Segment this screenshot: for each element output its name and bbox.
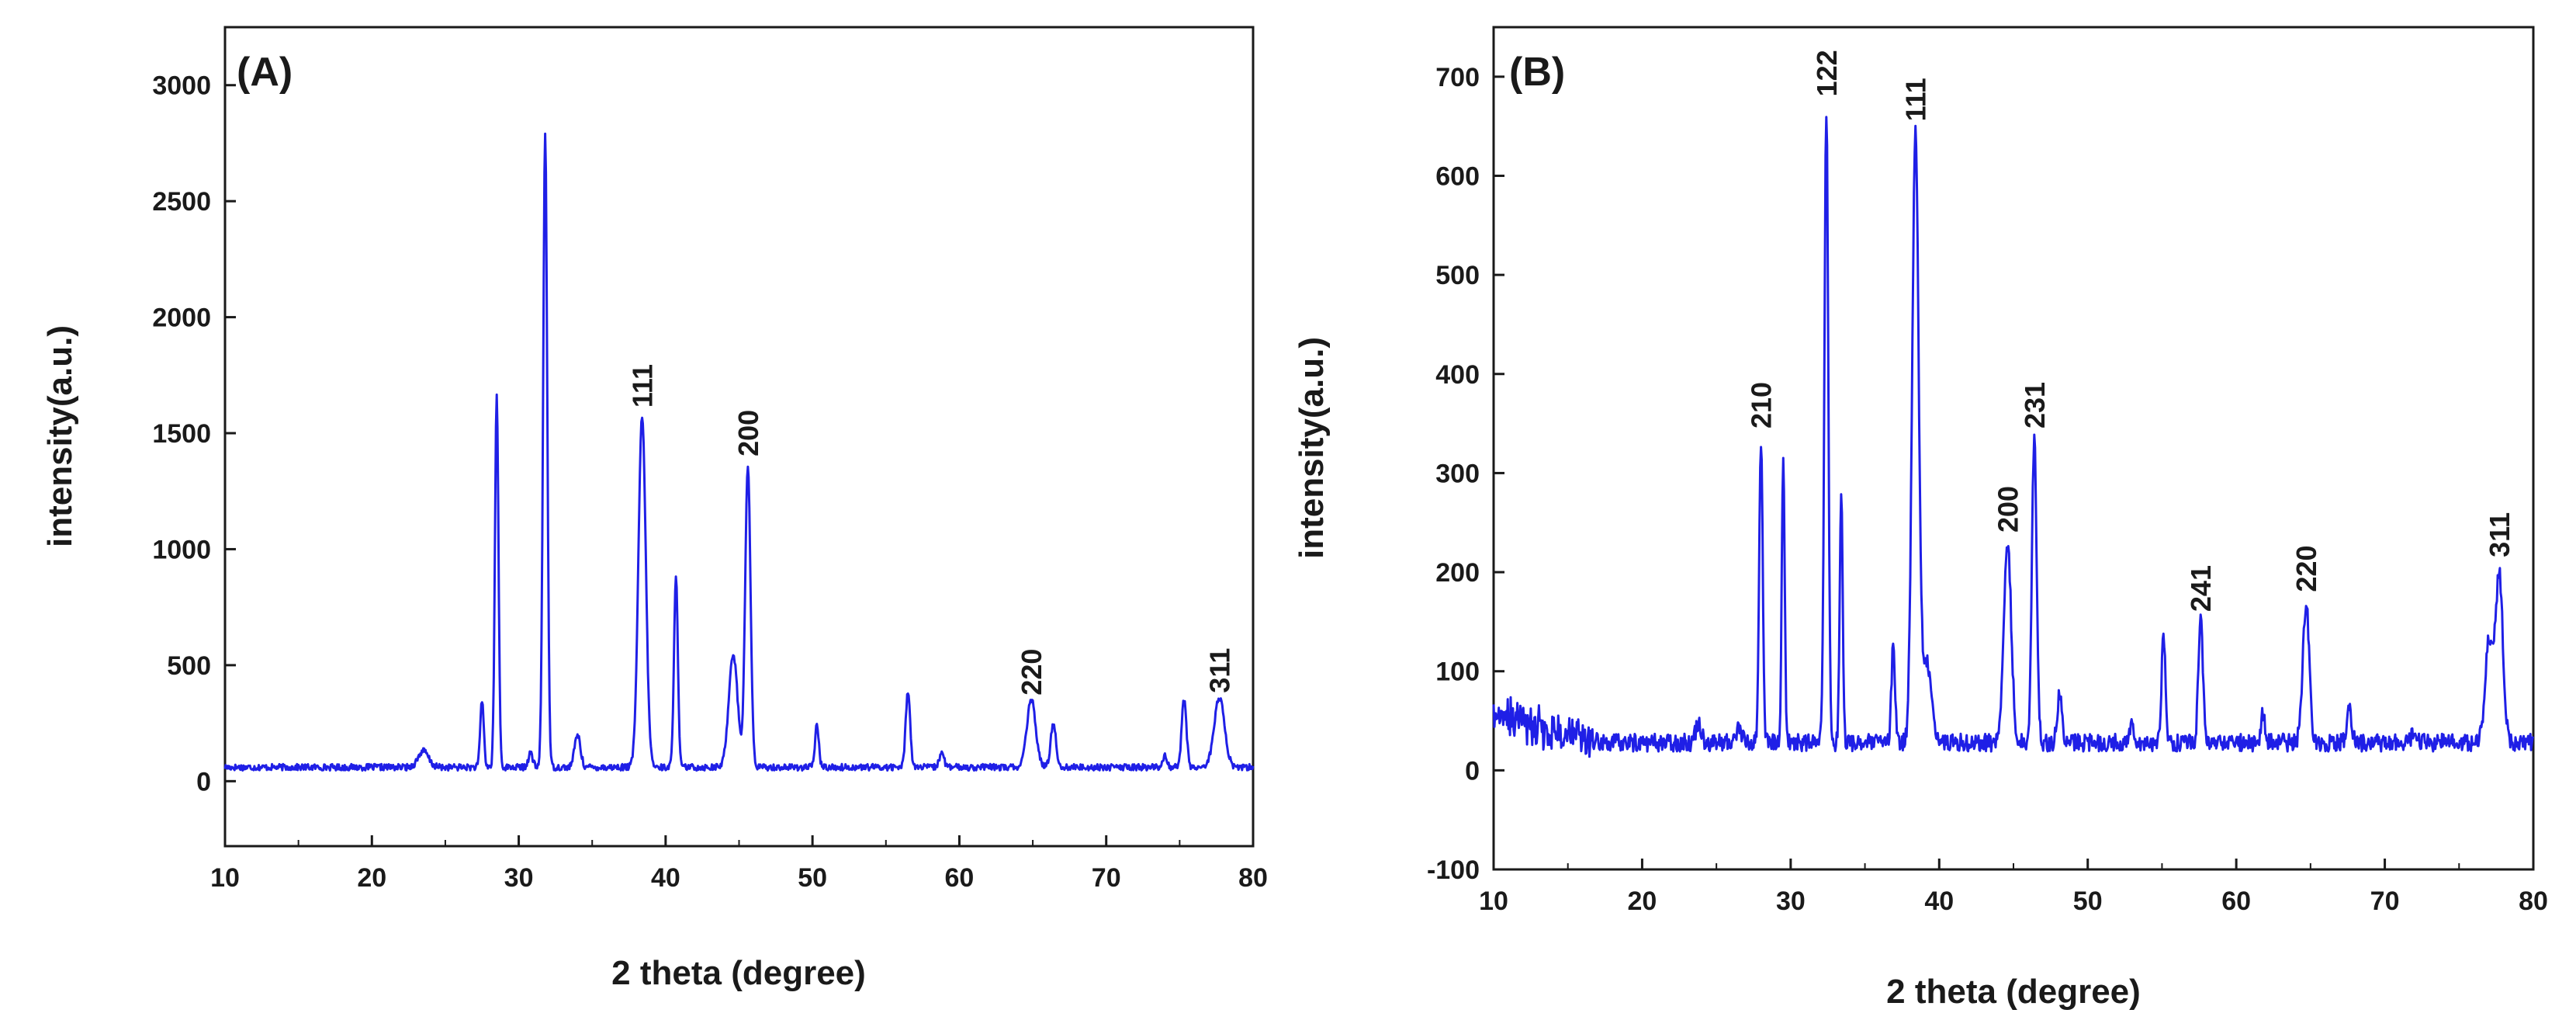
x-tick-label: 50 — [2073, 887, 2103, 916]
xrd-trace — [223, 132, 1255, 772]
peak-annotation: 200 — [1992, 486, 2024, 533]
x-tick-label: 80 — [1238, 863, 1268, 893]
y-tick-label: 700 — [1435, 63, 1480, 92]
peak-annotation: 220 — [1016, 649, 1047, 696]
panel-label: (A) — [237, 50, 293, 95]
x-tick-label: 20 — [357, 863, 386, 893]
peak-annotation: 200 — [732, 410, 764, 456]
x-tick-label: 30 — [1776, 887, 1806, 916]
y-tick-label: -100 — [1427, 855, 1480, 885]
y-tick-label: 0 — [196, 767, 211, 796]
y-tick-label: 1000 — [152, 535, 211, 564]
x-tick-label: 60 — [945, 863, 975, 893]
y-tick-label: 0 — [1465, 756, 1480, 786]
y-tick-label: 2500 — [152, 187, 211, 217]
x-tick-label: 30 — [504, 863, 534, 893]
x-tick-label: 40 — [1924, 887, 1954, 916]
y-tick-label: 600 — [1435, 161, 1480, 191]
x-tick-label: 80 — [2519, 887, 2548, 916]
x-axis-title: 2 theta (degree) — [1886, 973, 2141, 1011]
chart-panel-a: (A) 2 theta (degree) intensity(a.u.) 10 2… — [41, 26, 1268, 992]
y-axis-title: intensity(a.u.) — [41, 325, 79, 547]
chart-panel-b: (B) 2 theta (degree) intensity(a.u.) 10 2… — [1293, 26, 2548, 1011]
panel-label: (B) — [1509, 50, 1565, 95]
x-tick-label: 10 — [1479, 887, 1508, 916]
peak-annotation: 220 — [2290, 546, 2322, 592]
y-tick-label: 2000 — [152, 304, 211, 333]
x-tick-label: 50 — [798, 863, 827, 893]
xrd-trace — [1492, 116, 2535, 758]
peak-annotation: 231 — [2019, 382, 2051, 429]
x-axis-title: 2 theta (degree) — [611, 954, 866, 992]
peak-annotation: 122 — [1811, 50, 1843, 96]
peak-annotation: 111 — [1900, 78, 1932, 121]
x-tick-label: 70 — [1092, 863, 1121, 893]
y-tick-label: 300 — [1435, 459, 1480, 488]
peak-annotation: 111 — [627, 364, 659, 408]
y-axis-title: intensity(a.u.) — [1293, 337, 1331, 559]
x-tick-label: 40 — [651, 863, 680, 893]
y-tick-label: 500 — [1435, 261, 1480, 290]
peak-annotation: 241 — [2185, 565, 2217, 612]
peak-annotation: 311 — [1204, 648, 1236, 693]
peak-annotation: 210 — [1746, 382, 1778, 429]
y-tick-label: 400 — [1435, 360, 1480, 390]
y-tick-label: 500 — [167, 651, 211, 681]
y-tick-label: 3000 — [152, 71, 211, 101]
y-tick-label: 1500 — [152, 419, 211, 449]
y-tick-label: 200 — [1435, 558, 1480, 588]
x-tick-label: 60 — [2221, 887, 2251, 916]
y-tick-label: 100 — [1435, 658, 1480, 687]
peak-annotation: 311 — [2484, 512, 2515, 557]
x-tick-label: 70 — [2370, 887, 2400, 916]
x-tick-label: 10 — [210, 863, 240, 893]
x-tick-label: 20 — [1628, 887, 1657, 916]
